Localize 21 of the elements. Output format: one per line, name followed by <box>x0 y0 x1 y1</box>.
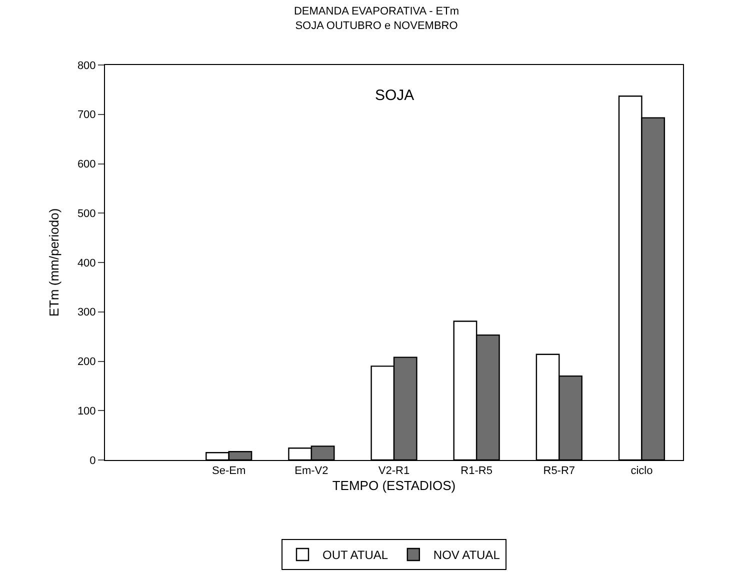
x-tick-label: R5-R7 <box>543 465 576 478</box>
x-tick-label: Em-V2 <box>294 465 328 478</box>
y-tick-label: 0 <box>90 454 96 467</box>
y-tick-label: 800 <box>77 60 96 72</box>
x-tick-label: Se-Em <box>212 465 246 478</box>
chart-title: DEMANDA EVAPORATIVA - ETm SOJA OUTUBRO e NOVEMBRO <box>294 6 460 32</box>
x-tick-label: R1-R5 <box>460 465 492 478</box>
y-tick-label: 200 <box>77 356 96 368</box>
legend-label: OUT ATUAL <box>322 548 388 562</box>
x-tick-label: V2-R1 <box>378 465 410 478</box>
y-tick-label: 300 <box>77 306 96 319</box>
y-tick-label: 700 <box>77 109 96 122</box>
x-tick-label: ciclo <box>630 465 653 478</box>
y-axis-title: ETm (mm/periodo) <box>46 208 62 317</box>
y-tick-label: 600 <box>77 158 96 171</box>
annotation: SOJA <box>375 87 414 104</box>
legend-label: NOV ATUAL <box>433 548 500 562</box>
y-tick-label: 100 <box>77 405 96 418</box>
y-tick-label: 500 <box>77 208 96 220</box>
y-tick-label: 400 <box>77 257 96 270</box>
x-axis-title: TEMPO (ESTADIOS) <box>332 478 456 493</box>
